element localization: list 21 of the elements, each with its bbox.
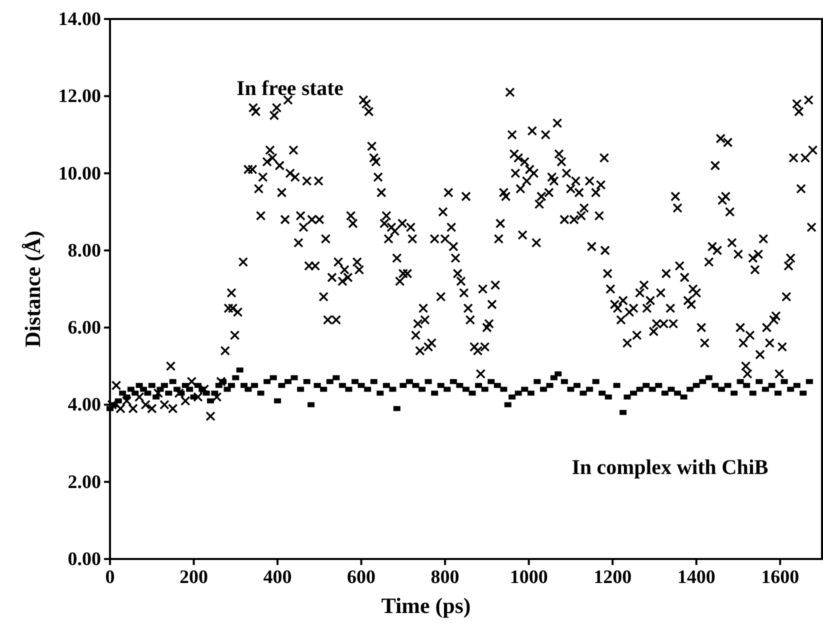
y-tick-label: 2.00 xyxy=(68,472,101,493)
y-tick-label: 14.00 xyxy=(58,9,101,30)
y-tick-label: 10.00 xyxy=(58,163,101,184)
x-tick-label: 1600 xyxy=(761,567,800,588)
x-tick-label: 200 xyxy=(180,567,208,588)
y-axis-title: Distance (Å) xyxy=(20,230,45,348)
y-tick-label: 6.00 xyxy=(68,318,101,339)
y-tick-label: 8.00 xyxy=(68,240,101,262)
x-tick-label: 0 xyxy=(105,567,115,588)
x-tick-label: 600 xyxy=(347,567,376,588)
x-axis-title: Time (ps) xyxy=(381,593,471,618)
x-tick-label: 800 xyxy=(430,567,460,588)
y-tick-label: 12.00 xyxy=(58,86,101,108)
y-tick-label: 4.00 xyxy=(68,394,101,416)
y-tick-label: 0.00 xyxy=(68,549,101,570)
text: In complex with ChiB xyxy=(572,455,768,479)
x-tick-label: 1000 xyxy=(510,567,548,588)
x-tick-label: 1200 xyxy=(594,567,632,588)
x-tick-label: 1400 xyxy=(677,567,716,588)
x-tick-label: 400 xyxy=(263,567,292,588)
series-label: In free state xyxy=(236,76,344,100)
